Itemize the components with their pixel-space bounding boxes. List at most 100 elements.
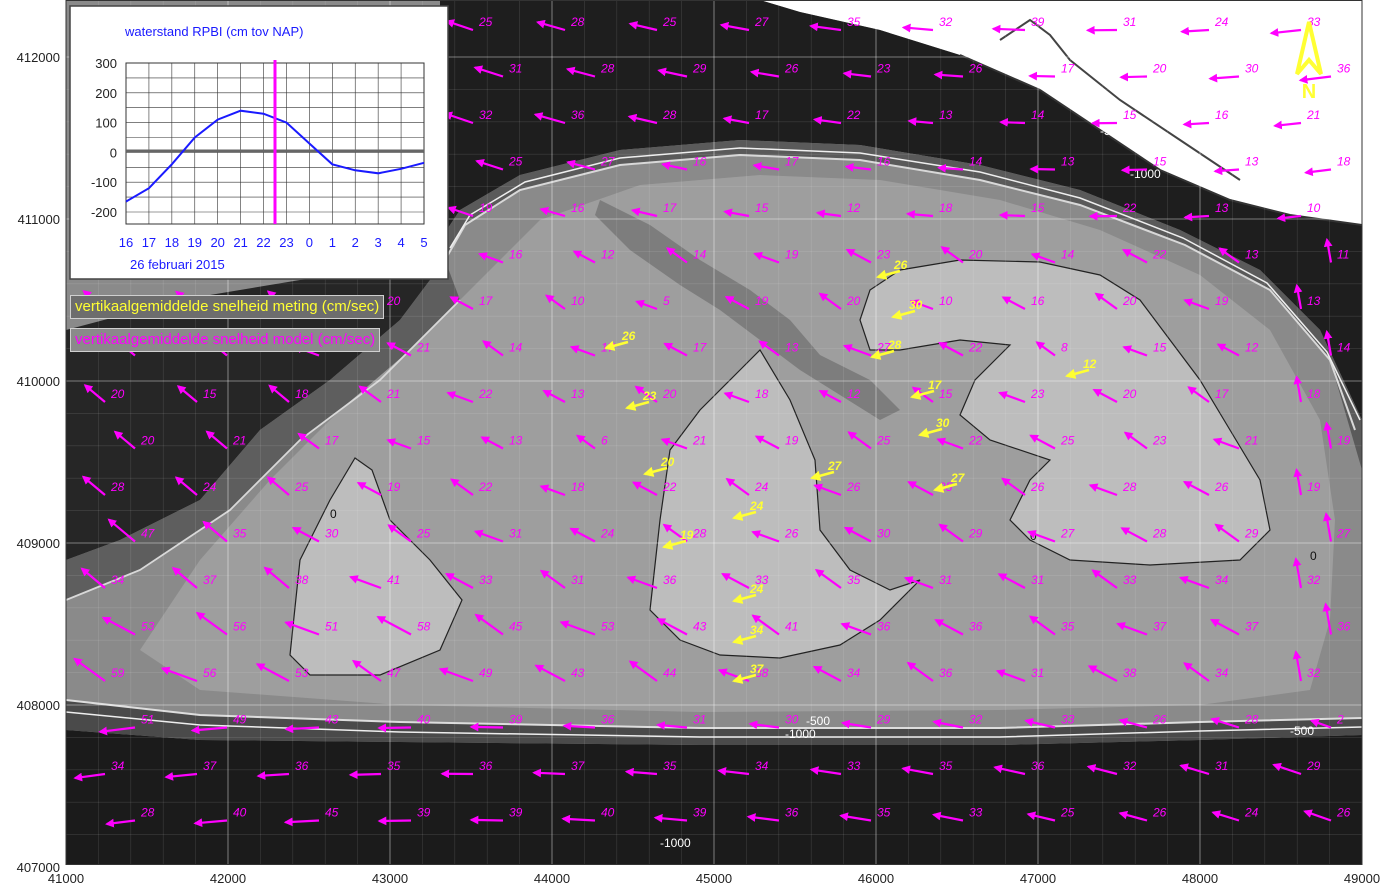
- model-vector-arrow: [81, 475, 106, 496]
- x-tick-label: 48000: [1182, 871, 1218, 886]
- model-vector-label: 5: [663, 294, 670, 308]
- model-vector-arrow: [348, 575, 382, 590]
- model-vector-label: 19: [1215, 294, 1229, 308]
- model-vector-arrow: [195, 611, 228, 636]
- model-vector-label: 23: [876, 62, 891, 76]
- model-vector-label: 35: [847, 15, 861, 29]
- model-vector-arrow: [438, 667, 474, 683]
- model-vector-arrow: [377, 816, 412, 826]
- model-vector-label: 25: [876, 434, 891, 448]
- model-vector-label: 25: [508, 155, 523, 169]
- contour-zero-east: [859, 259, 1271, 566]
- model-vector-label: 26: [968, 62, 983, 76]
- model-vector-label: 35: [233, 527, 247, 541]
- model-vector-arrow: [932, 718, 964, 729]
- model-vector-arrow: [998, 391, 1026, 404]
- inset-background: [69, 5, 449, 280]
- model-vector-arrow: [843, 526, 872, 543]
- model-vector-label: 6: [601, 434, 608, 448]
- model-vector-label: 36: [939, 666, 953, 680]
- measured-vector-label: 17: [928, 378, 943, 392]
- model-vector-label: 29: [1244, 527, 1259, 541]
- model-vector-label: 26: [846, 480, 861, 494]
- model-vector-arrow: [473, 65, 504, 78]
- model-vector-arrow: [1183, 298, 1210, 311]
- x-tick-label: 42000: [210, 871, 246, 886]
- model-vector-label: 15: [417, 434, 431, 448]
- model-vector-label: 31: [1215, 759, 1228, 773]
- model-vector-arrow: [575, 434, 596, 450]
- model-vector-arrow: [751, 614, 780, 636]
- model-vector-label: 29: [692, 62, 707, 76]
- model-vector-arrow: [1208, 73, 1240, 83]
- model-vector-label: 19: [479, 201, 493, 215]
- model-vector-label: 21: [1306, 108, 1320, 122]
- model-vector-arrow: [752, 162, 780, 171]
- model-vector-label: 26: [784, 527, 799, 541]
- model-vector-label: 11: [1337, 248, 1349, 262]
- model-vector-label: 41: [387, 573, 400, 587]
- model-vector-label: 36: [785, 806, 799, 820]
- model-vector-label: 12: [847, 387, 861, 401]
- model-vector-label: 16: [571, 201, 585, 215]
- model-vector-label: 18: [1307, 387, 1321, 401]
- model-vector-label: 37: [571, 759, 586, 773]
- model-vector-arrow: [933, 70, 964, 80]
- model-vector-label: 21: [232, 434, 246, 448]
- model-vector-label: 36: [663, 573, 677, 587]
- model-vector-label: 17: [693, 341, 708, 355]
- model-vector-arrow: [1292, 650, 1303, 682]
- model-vector-arrow: [997, 573, 1026, 589]
- model-vector-arrow: [1218, 247, 1240, 264]
- model-vector-label: 41: [785, 620, 798, 634]
- model-vector-label: 15: [203, 387, 217, 401]
- model-vector-arrow: [628, 660, 658, 682]
- model-vector-arrow: [1180, 26, 1210, 36]
- model-vector-arrow: [1026, 530, 1056, 543]
- measured-vector-label: 19: [680, 528, 694, 542]
- contour-coast-2: [999, 18, 1241, 181]
- model-vector-label: 29: [1306, 759, 1321, 773]
- model-vector-label: 25: [1060, 434, 1075, 448]
- model-vector-label: 59: [111, 666, 125, 680]
- model-vector-label: 26: [1214, 480, 1229, 494]
- model-vector-label: 20: [1122, 294, 1137, 308]
- model-vector-label: 18: [755, 387, 769, 401]
- y-tick-label: 407000: [17, 860, 60, 875]
- model-vector-arrow: [565, 66, 596, 78]
- model-vector-arrow: [847, 431, 872, 450]
- model-vector-label: 34: [1215, 666, 1229, 680]
- model-vector-arrow: [73, 657, 106, 682]
- measured-vector-arrow: [731, 510, 757, 521]
- inset-x-tick: 23: [279, 235, 293, 250]
- north-arrow: N: [1295, 21, 1323, 103]
- model-vector-arrow: [536, 19, 566, 32]
- model-vector-label: 34: [1215, 573, 1229, 587]
- model-vector-label: 17: [1061, 62, 1076, 76]
- measured-vector-label: 12: [1083, 357, 1097, 371]
- model-vector-label: 14: [969, 155, 983, 169]
- model-vector-arrow: [386, 438, 412, 450]
- model-vector-label: 20: [386, 294, 401, 308]
- model-vector-label: 27: [1060, 527, 1076, 541]
- y-tick-label: 410000: [17, 374, 60, 389]
- measured-vector-label: 30: [936, 416, 950, 430]
- model-vector-label: 27: [600, 155, 616, 169]
- model-vector-arrow: [1035, 341, 1056, 357]
- contour-label: -1000: [785, 727, 816, 741]
- model-vector-label: 45: [325, 806, 339, 820]
- model-vector-arrow: [387, 524, 412, 543]
- model-vector-label: 36: [1031, 759, 1045, 773]
- measured-vector-label: 20: [660, 455, 675, 469]
- model-vector-label: 47: [387, 666, 402, 680]
- model-vector-arrow: [1091, 569, 1118, 589]
- model-vector-label: 15: [1153, 341, 1167, 355]
- model-vector-arrow: [475, 159, 504, 171]
- model-vector-label: 27: [754, 15, 770, 29]
- model-vector-label: 31: [1123, 15, 1136, 29]
- model-vector-arrow: [1323, 421, 1333, 449]
- model-vector-label: 33: [1061, 713, 1075, 727]
- model-vector-arrow: [480, 436, 504, 450]
- model-vector-arrow: [815, 209, 842, 219]
- model-vector-arrow: [845, 248, 872, 264]
